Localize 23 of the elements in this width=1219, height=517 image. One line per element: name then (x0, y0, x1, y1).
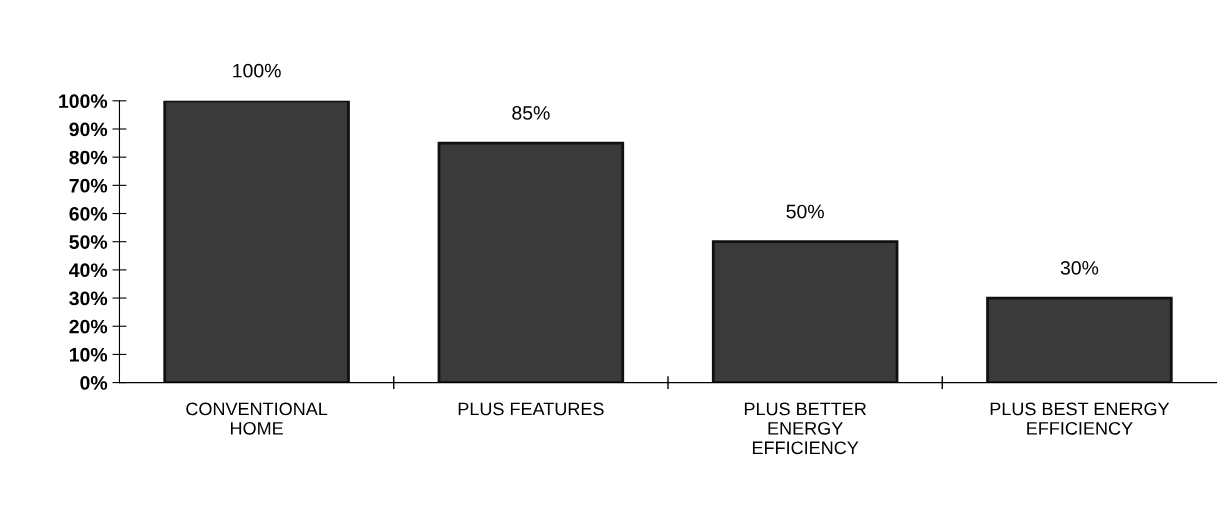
y-tick-label: 10% (69, 347, 108, 362)
data-label: 50% (786, 204, 824, 219)
x-tick-label: PLUS BETTER ENERGY EFFICIENCY (744, 402, 867, 455)
bar (986, 296, 1173, 383)
y-tick-label: 100% (59, 94, 108, 109)
x-tick-label: PLUS BEST ENERGY EFFICIENCY (990, 402, 1170, 435)
y-tick-label: 60% (69, 206, 108, 221)
x-tick-label: CONVENTIONAL HOME (186, 402, 328, 435)
data-label: 85% (512, 106, 550, 120)
bar (437, 141, 625, 383)
y-tick-label: 80% (69, 150, 108, 165)
data-label: 100% (233, 63, 281, 78)
bar (163, 100, 350, 383)
y-tick-label: 90% (69, 122, 108, 137)
x-tick-label: PLUS FEATURES (458, 402, 604, 416)
data-label: 30% (1060, 260, 1099, 275)
y-tick-label: 70% (69, 178, 108, 193)
y-tick-label: 20% (69, 319, 108, 334)
y-tick-label: 50% (69, 235, 108, 249)
bar (711, 240, 899, 383)
y-tick-label: 0% (80, 376, 108, 390)
y-tick-label: 30% (69, 291, 108, 306)
y-tick-label: 40% (69, 263, 108, 278)
